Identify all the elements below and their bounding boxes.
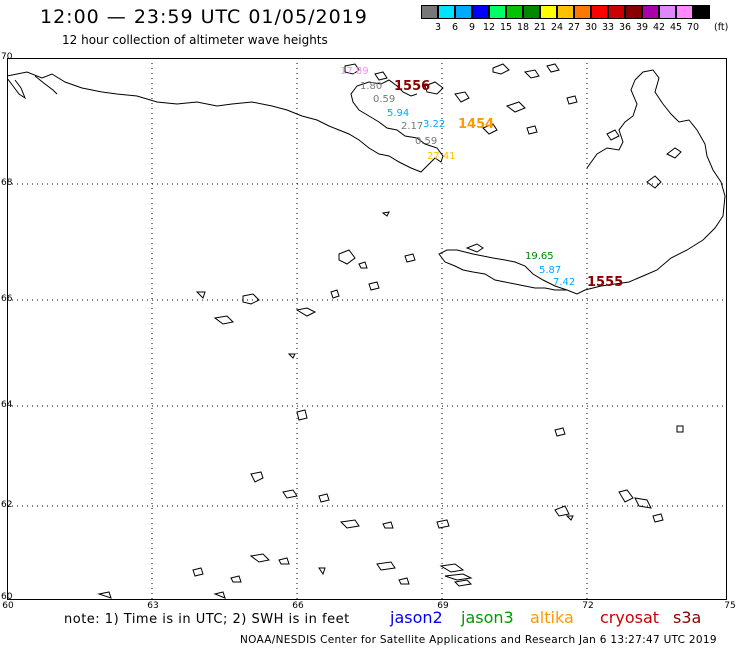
- wave-height-value: 19.65: [525, 251, 554, 262]
- map-border: [7, 58, 727, 600]
- colorbar-swatch: [421, 5, 438, 19]
- latitude-label: 62: [1, 500, 13, 510]
- colorbar-label: 33: [601, 22, 615, 33]
- colorbar-swatch: [574, 5, 591, 19]
- mission-legend-cryosat: cryosat: [600, 608, 660, 627]
- colorbar-swatch: [557, 5, 574, 19]
- colorbar-label: 9: [468, 22, 476, 33]
- colorbar-label: 36: [618, 22, 632, 33]
- colorbar-swatch: [676, 5, 693, 19]
- longitude-label: 63: [147, 601, 159, 611]
- latitude-label: 66: [1, 294, 13, 304]
- wave-height-value: 17.89: [340, 66, 369, 77]
- latitude-label: 60: [1, 592, 13, 602]
- map-frame: [7, 58, 727, 600]
- latitude-label: 68: [1, 178, 13, 188]
- colorbar-label: 70: [686, 22, 700, 33]
- colorbar-swatch: [693, 5, 710, 19]
- colorbar-swatch: [540, 5, 557, 19]
- colorbar-swatch: [642, 5, 659, 19]
- colorbar-swatch: [625, 5, 642, 19]
- longitude-label: 69: [437, 601, 449, 611]
- mission-legend-jason3: jason3: [461, 608, 514, 627]
- colorbar-label: 24: [550, 22, 564, 33]
- mission-legend-jason2: jason2: [390, 608, 443, 627]
- chart-title: 12:00 — 23:59 UTC 01/05/2019: [40, 6, 368, 28]
- coastline: [7, 69, 726, 295]
- colorbar-label: 18: [516, 22, 530, 33]
- pass-number: 1556: [394, 79, 431, 94]
- wave-height-value: 0.59: [415, 136, 438, 147]
- colorbar-swatch: [438, 5, 455, 19]
- longitude-label: 75: [724, 601, 736, 611]
- colorbar-label: 12: [482, 22, 496, 33]
- colorbar-swatch: [608, 5, 625, 19]
- pass-number: 1555: [587, 275, 624, 290]
- colorbar-label: 39: [635, 22, 649, 33]
- longitude-label: 72: [582, 601, 594, 611]
- chart-subtitle: 12 hour collection of altimeter wave hei…: [62, 33, 328, 47]
- note-text: note: 1) Time is in UTC; 2) SWH is in fe…: [64, 612, 350, 627]
- wave-height-value: 7.42: [553, 277, 576, 288]
- colorbar-label: 3: [434, 22, 442, 33]
- latitude-label: 70: [1, 52, 13, 62]
- colorbar-label: 30: [584, 22, 598, 33]
- wave-height-value: 1.80: [360, 81, 383, 92]
- pass-number: 1454: [458, 117, 495, 132]
- colorbar-swatch: [591, 5, 608, 19]
- wave-height-value: 5.87: [539, 265, 562, 276]
- colorbar-label: 21: [533, 22, 547, 33]
- colorbar-label: 6: [451, 22, 459, 33]
- wave-height-value: 2.17: [401, 121, 424, 132]
- wave-height-value: 3.22: [423, 119, 446, 130]
- longitude-label: 66: [292, 601, 304, 611]
- wave-height-value: 0.59: [373, 94, 396, 105]
- islands: [97, 63, 684, 599]
- colorbar-swatch: [659, 5, 676, 19]
- colorbar-swatch: [523, 5, 540, 19]
- colorbar-swatch: [506, 5, 523, 19]
- latitude-label: 64: [1, 400, 13, 410]
- colorbar-label: 45: [669, 22, 683, 33]
- colorbar-label: 27: [567, 22, 581, 33]
- colorbar-swatch: [472, 5, 489, 19]
- footer-credit: NOAA/NESDIS Center for Satellite Applica…: [240, 634, 717, 646]
- wave-height-value: 5.94: [387, 108, 410, 119]
- longitude-label: 60: [2, 601, 14, 611]
- map-gridlines: [7, 58, 727, 600]
- mission-legend-s3a: s3a: [673, 608, 702, 627]
- colorbar-swatch: [455, 5, 472, 19]
- wave-height-value: 27.41: [427, 151, 456, 162]
- colorbar-swatch: [489, 5, 506, 19]
- colorbar-unit-label: (ft): [714, 22, 729, 33]
- mission-legend-altika: altika: [530, 608, 574, 627]
- colorbar-label: 15: [499, 22, 513, 33]
- colorbar-label: 42: [652, 22, 666, 33]
